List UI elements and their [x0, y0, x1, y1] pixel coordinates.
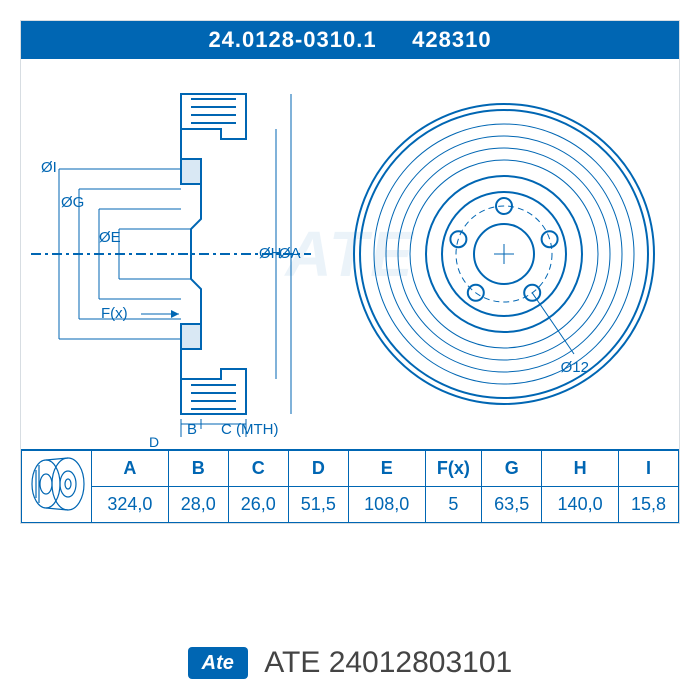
part-number-1: 24.0128-0310.1 [208, 27, 376, 52]
col-B: B [168, 450, 228, 487]
product-card: 24.0128-0310.1 428310 Abbildung ähnlich … [20, 20, 680, 524]
footer-code: 24012803101 [329, 646, 513, 679]
part-number-2: 428310 [412, 27, 491, 52]
col-D: D [288, 450, 348, 487]
label-E: ØE [99, 229, 121, 246]
val-H: 140,0 [542, 487, 619, 523]
table-value-row: 324,0 28,0 26,0 51,5 108,0 5 63,5 140,0 … [22, 487, 679, 523]
val-G: 63,5 [482, 487, 542, 523]
val-F: 5 [425, 487, 482, 523]
val-I: 15,8 [618, 487, 678, 523]
label-G: ØG [61, 194, 84, 211]
val-B: 28,0 [168, 487, 228, 523]
col-A: A [92, 450, 169, 487]
footer: Ate ATE 24012803101 [0, 646, 700, 680]
label-Fx: F(x) [101, 305, 128, 322]
col-C: C [228, 450, 288, 487]
brand-badge: Ate [188, 647, 248, 679]
front-view-drawing [344, 94, 664, 414]
val-C: 26,0 [228, 487, 288, 523]
spec-table: A B C D E F(x) G H I 324,0 28,0 26,0 51,… [21, 449, 679, 523]
footer-brand: ATE [264, 646, 320, 679]
label-I: ØI [41, 159, 57, 176]
val-D: 51,5 [288, 487, 348, 523]
label-B: B [187, 421, 197, 438]
col-H: H [542, 450, 619, 487]
brake-disc-icon [26, 455, 88, 513]
diagram-area: ATE [21, 59, 679, 449]
rotor-icon-cell [22, 450, 92, 523]
col-F: F(x) [425, 450, 482, 487]
val-E: 108,0 [348, 487, 425, 523]
label-D: D [149, 434, 159, 450]
col-G: G [482, 450, 542, 487]
col-E: E [348, 450, 425, 487]
col-I: I [618, 450, 678, 487]
footer-text: ATE 24012803101 [264, 646, 512, 680]
label-C: C (MTH) [221, 421, 278, 438]
val-A: 324,0 [92, 487, 169, 523]
label-A: ØA [279, 245, 301, 262]
table-header-row: A B C D E F(x) G H I [22, 450, 679, 487]
label-bolt-dia: Ø12 [561, 359, 589, 376]
header-bar: 24.0128-0310.1 428310 [21, 21, 679, 59]
